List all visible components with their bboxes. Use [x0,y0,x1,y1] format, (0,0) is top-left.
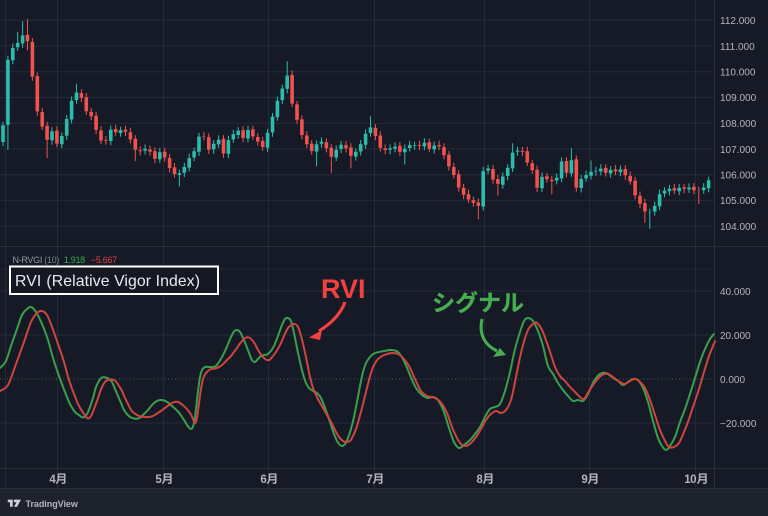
svg-text:0.000: 0.000 [720,375,745,386]
svg-text:110.000: 110.000 [720,68,756,79]
svg-text:40.000: 40.000 [720,287,751,298]
svg-text:108.000: 108.000 [720,119,757,130]
svg-text:104.000: 104.000 [720,222,757,233]
svg-text:TradingView: TradingView [26,499,79,509]
svg-text:5: 5 [155,474,162,486]
svg-text:106.000: 106.000 [720,171,757,182]
svg-text:8: 8 [476,474,483,486]
svg-text:112.000: 112.000 [720,16,756,27]
svg-text:10: 10 [684,474,696,486]
svg-text:20.000: 20.000 [720,331,751,342]
svg-text:4: 4 [49,474,56,486]
svg-text:RVI: RVI [321,274,366,304]
svg-text:RVI(Relative Vigor Index): RVI (Relative Vigor Index) [15,273,200,290]
svg-text:111.000: 111.000 [720,42,755,53]
svg-text:107.000: 107.000 [720,145,757,156]
svg-text:7: 7 [366,474,372,486]
svg-text:9: 9 [581,474,587,486]
svg-text:−20.000: −20.000 [720,419,757,430]
svg-text:105.000: 105.000 [720,196,757,207]
svg-text:109.000: 109.000 [720,93,757,104]
svg-text:6: 6 [260,474,266,486]
svg-text:N-RVGI (10)1.918−5.667: N-RVGI (10) 1.918 −5.667 [13,255,118,265]
